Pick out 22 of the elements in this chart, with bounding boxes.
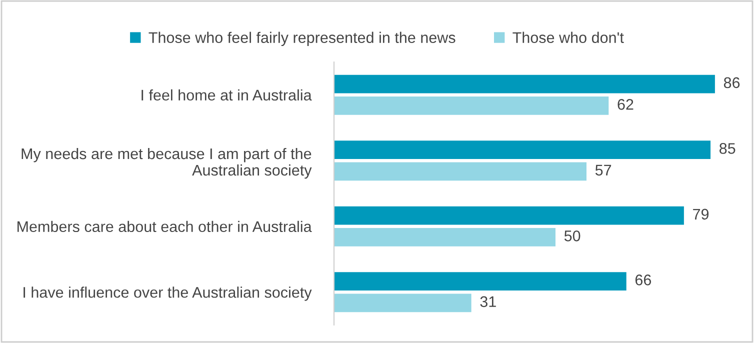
data-label: 62 [618, 99, 634, 110]
bar [334, 272, 626, 290]
y-tick-label: Members care about each other in Australia [18, 220, 312, 232]
bar [334, 74, 715, 94]
bar [334, 162, 586, 181]
data-label: 50 [564, 230, 580, 242]
data-label: 31 [480, 296, 496, 308]
legend-label: Those who don't [512, 32, 624, 44]
legend-label: Those who feel fairly represented in the news [148, 32, 456, 46]
bar [334, 294, 472, 312]
y-tick-label: I have influence over the Australian society [24, 286, 312, 301]
y-tick-label: I feel home at in Australia [142, 89, 312, 101]
bar [334, 140, 711, 159]
bar [334, 228, 556, 246]
bar [334, 206, 684, 225]
y-tick-label: My needs are met because I am part of the Australian society [22, 148, 312, 179]
data-label: 79 [693, 208, 709, 220]
data-label: 66 [635, 274, 652, 286]
bar [334, 96, 609, 115]
data-label: 86 [724, 77, 740, 88]
data-label: 57 [595, 164, 612, 176]
data-label: 85 [720, 143, 736, 154]
